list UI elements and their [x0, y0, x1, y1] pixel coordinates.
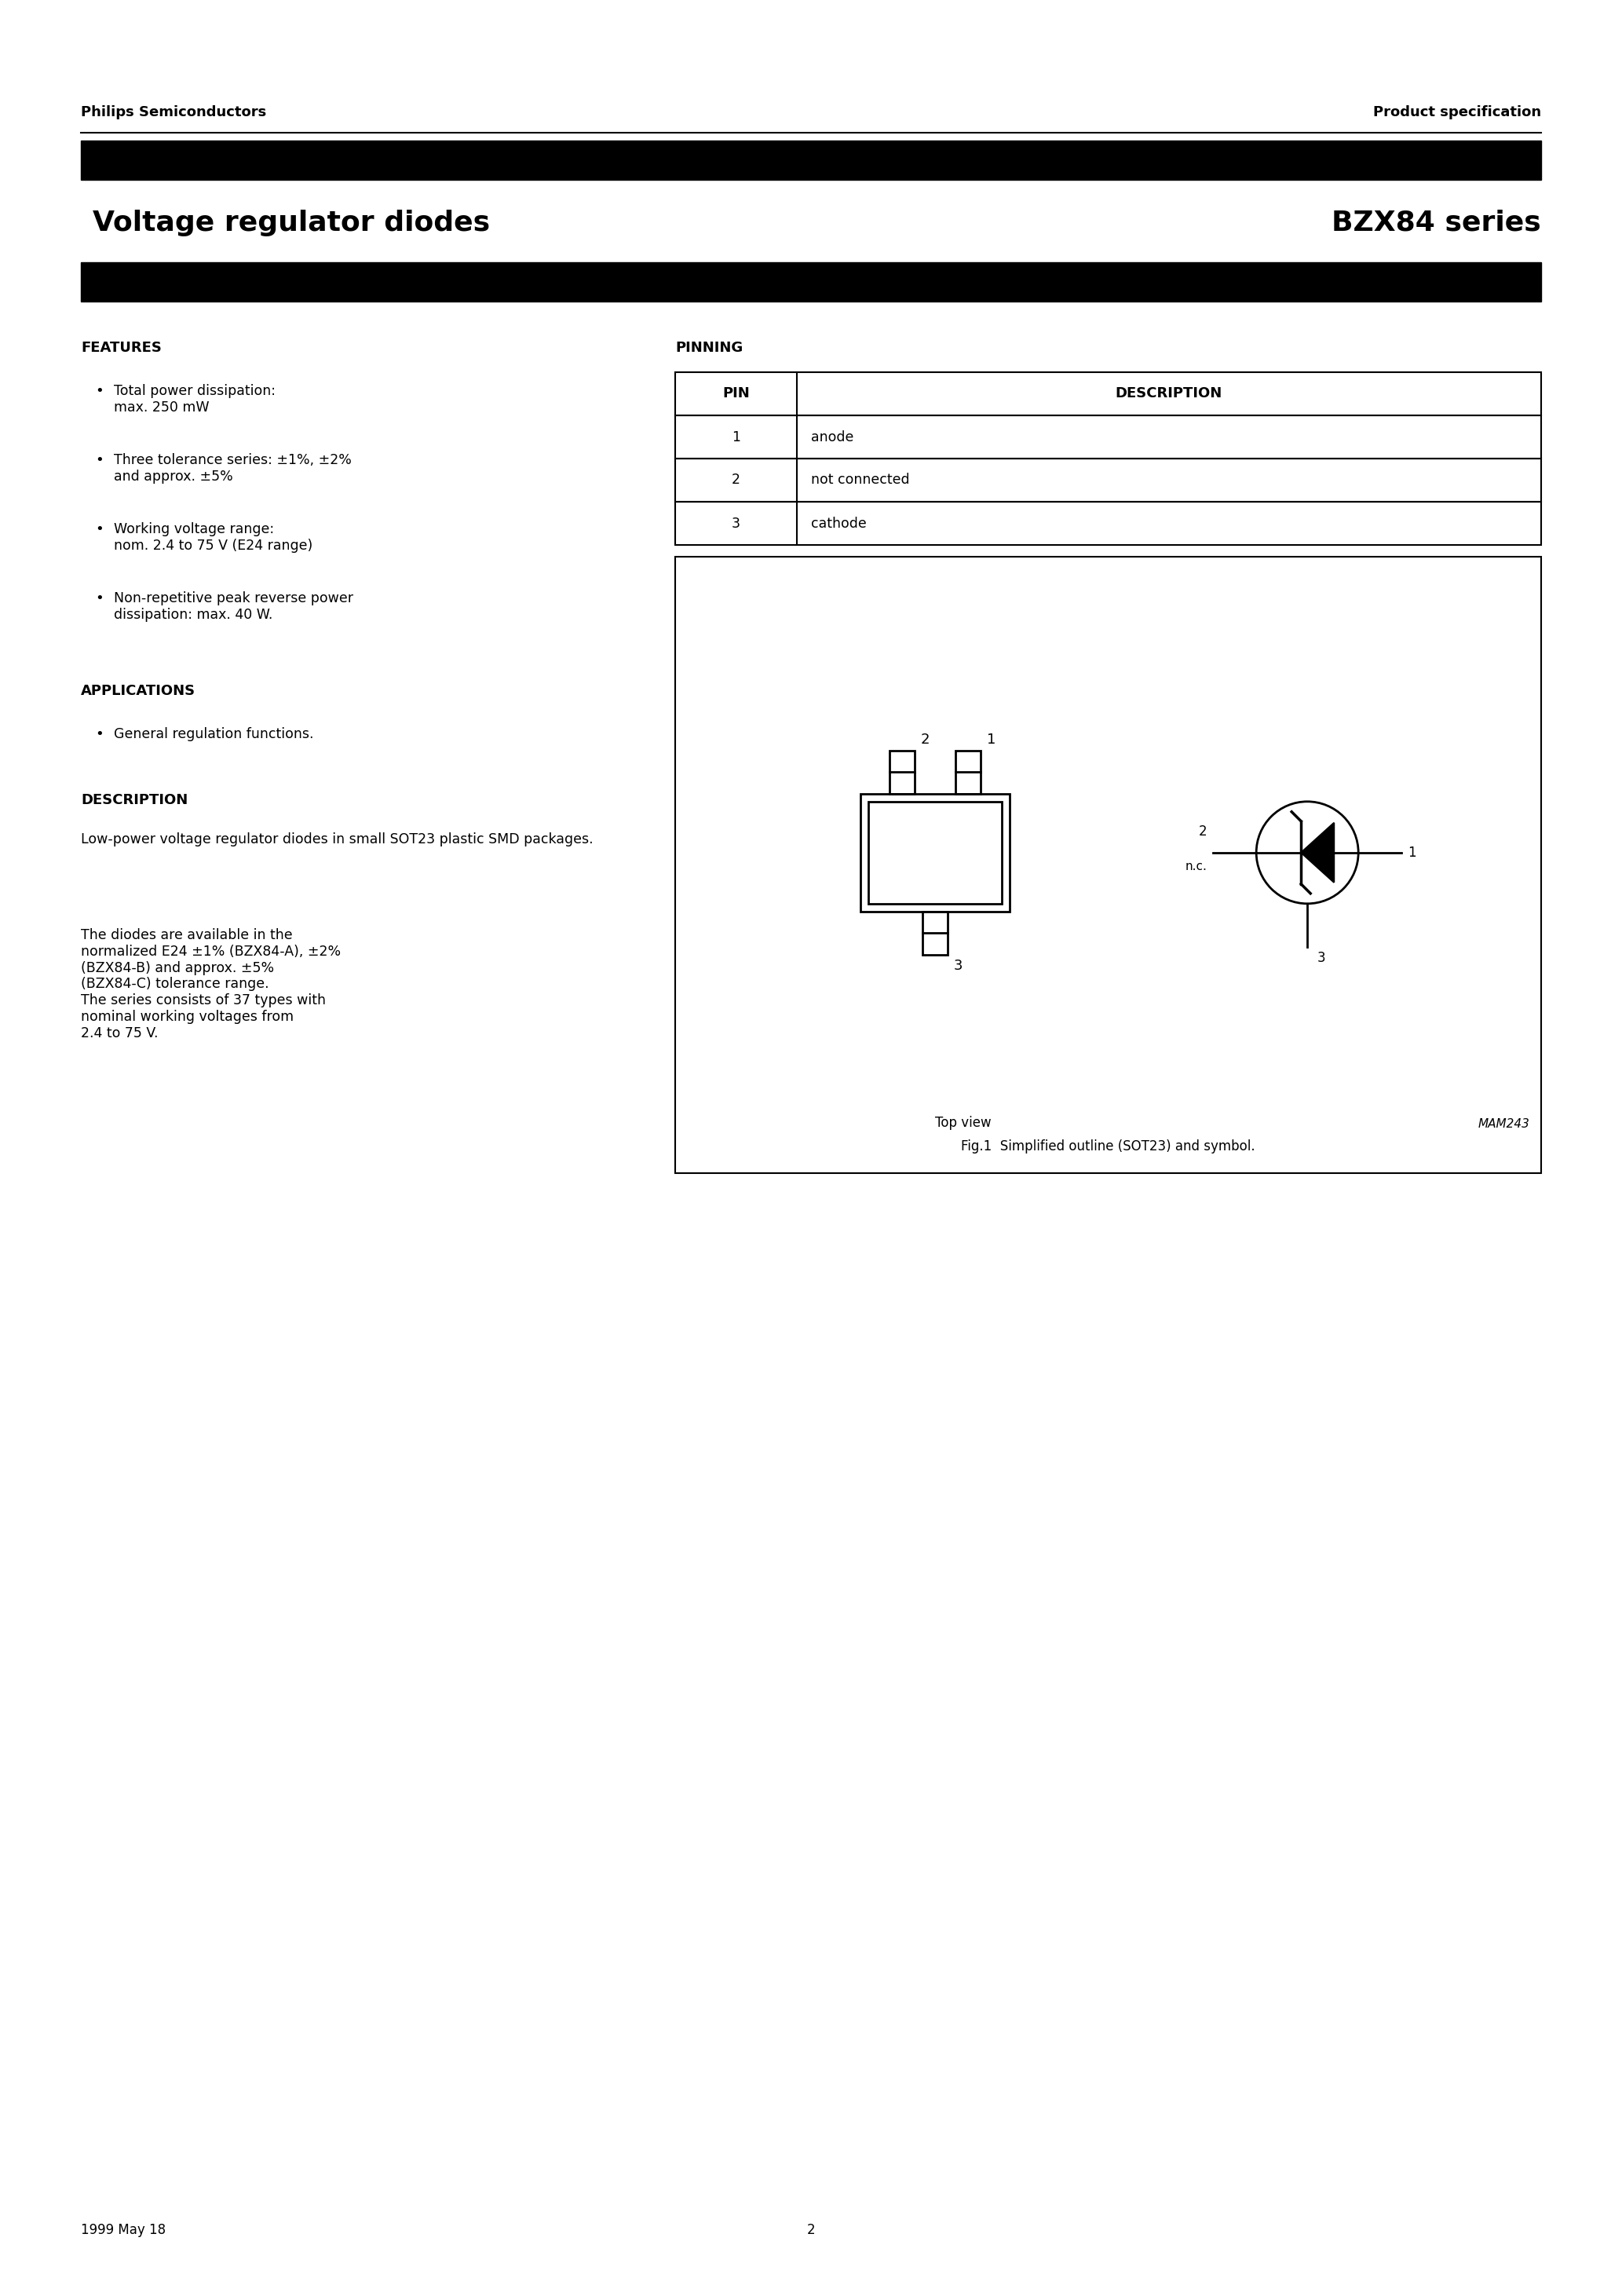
Text: FEATURES: FEATURES — [81, 340, 162, 356]
Text: 2: 2 — [732, 473, 740, 487]
Text: Working voltage range:
nom. 2.4 to 75 V (E24 range): Working voltage range: nom. 2.4 to 75 V … — [114, 521, 313, 553]
Text: •: • — [96, 452, 104, 466]
Bar — [889, 751, 915, 794]
Text: cathode: cathode — [811, 517, 866, 530]
Text: 1: 1 — [1408, 845, 1416, 859]
Bar — [868, 801, 1002, 905]
Text: 3: 3 — [732, 517, 740, 530]
Bar — [675, 416, 1541, 459]
Text: 2: 2 — [921, 732, 929, 746]
Text: 3: 3 — [1317, 951, 1325, 964]
Text: Non-repetitive peak reverse power
dissipation: max. 40 W.: Non-repetitive peak reverse power dissip… — [114, 592, 354, 622]
Text: •: • — [96, 383, 104, 397]
Text: Low-power voltage regulator diodes in small SOT23 plastic SMD packages.: Low-power voltage regulator diodes in sm… — [81, 833, 594, 847]
Text: BZX84 series: BZX84 series — [1332, 209, 1541, 236]
Bar — [675, 372, 1541, 416]
Text: •: • — [96, 521, 104, 537]
Bar — [675, 459, 1541, 503]
Text: Product specification: Product specification — [1374, 106, 1541, 119]
Text: PINNING: PINNING — [675, 340, 743, 356]
Text: Fig.1  Simplified outline (SOT23) and symbol.: Fig.1 Simplified outline (SOT23) and sym… — [962, 1139, 1255, 1153]
Text: 2: 2 — [1199, 824, 1207, 838]
Bar — [923, 912, 947, 955]
Text: 2: 2 — [806, 2223, 816, 2236]
Text: DESCRIPTION: DESCRIPTION — [81, 792, 188, 808]
Bar — [860, 794, 1009, 912]
Text: Voltage regulator diodes: Voltage regulator diodes — [92, 209, 490, 236]
Text: DESCRIPTION: DESCRIPTION — [1116, 386, 1223, 402]
Text: 1999 May 18: 1999 May 18 — [81, 2223, 165, 2236]
Bar — [81, 140, 1541, 179]
Polygon shape — [1301, 822, 1333, 882]
Text: 1: 1 — [732, 429, 740, 443]
Bar — [955, 751, 980, 794]
Text: The diodes are available in the
normalized E24 ±1% (BZX84-A), ±2%
(BZX84-B) and : The diodes are available in the normaliz… — [81, 928, 341, 1040]
Text: Philips Semiconductors: Philips Semiconductors — [81, 106, 266, 119]
Bar — [81, 262, 1541, 301]
Text: 3: 3 — [954, 960, 963, 974]
Text: General regulation functions.: General regulation functions. — [114, 728, 313, 742]
Text: 1: 1 — [986, 732, 996, 746]
Text: MAM243: MAM243 — [1478, 1118, 1530, 1130]
Text: n.c.: n.c. — [1186, 861, 1207, 872]
Text: PIN: PIN — [722, 386, 749, 402]
Text: •: • — [96, 592, 104, 606]
Text: Top view: Top view — [934, 1116, 991, 1130]
Text: anode: anode — [811, 429, 853, 443]
Text: Three tolerance series: ±1%, ±2%
and approx. ±5%: Three tolerance series: ±1%, ±2% and app… — [114, 452, 352, 484]
Text: •: • — [96, 728, 104, 742]
Text: Total power dissipation:
max. 250 mW: Total power dissipation: max. 250 mW — [114, 383, 276, 416]
Text: APPLICATIONS: APPLICATIONS — [81, 684, 196, 698]
Bar — [675, 556, 1541, 1173]
Text: not connected: not connected — [811, 473, 910, 487]
Bar — [675, 503, 1541, 544]
